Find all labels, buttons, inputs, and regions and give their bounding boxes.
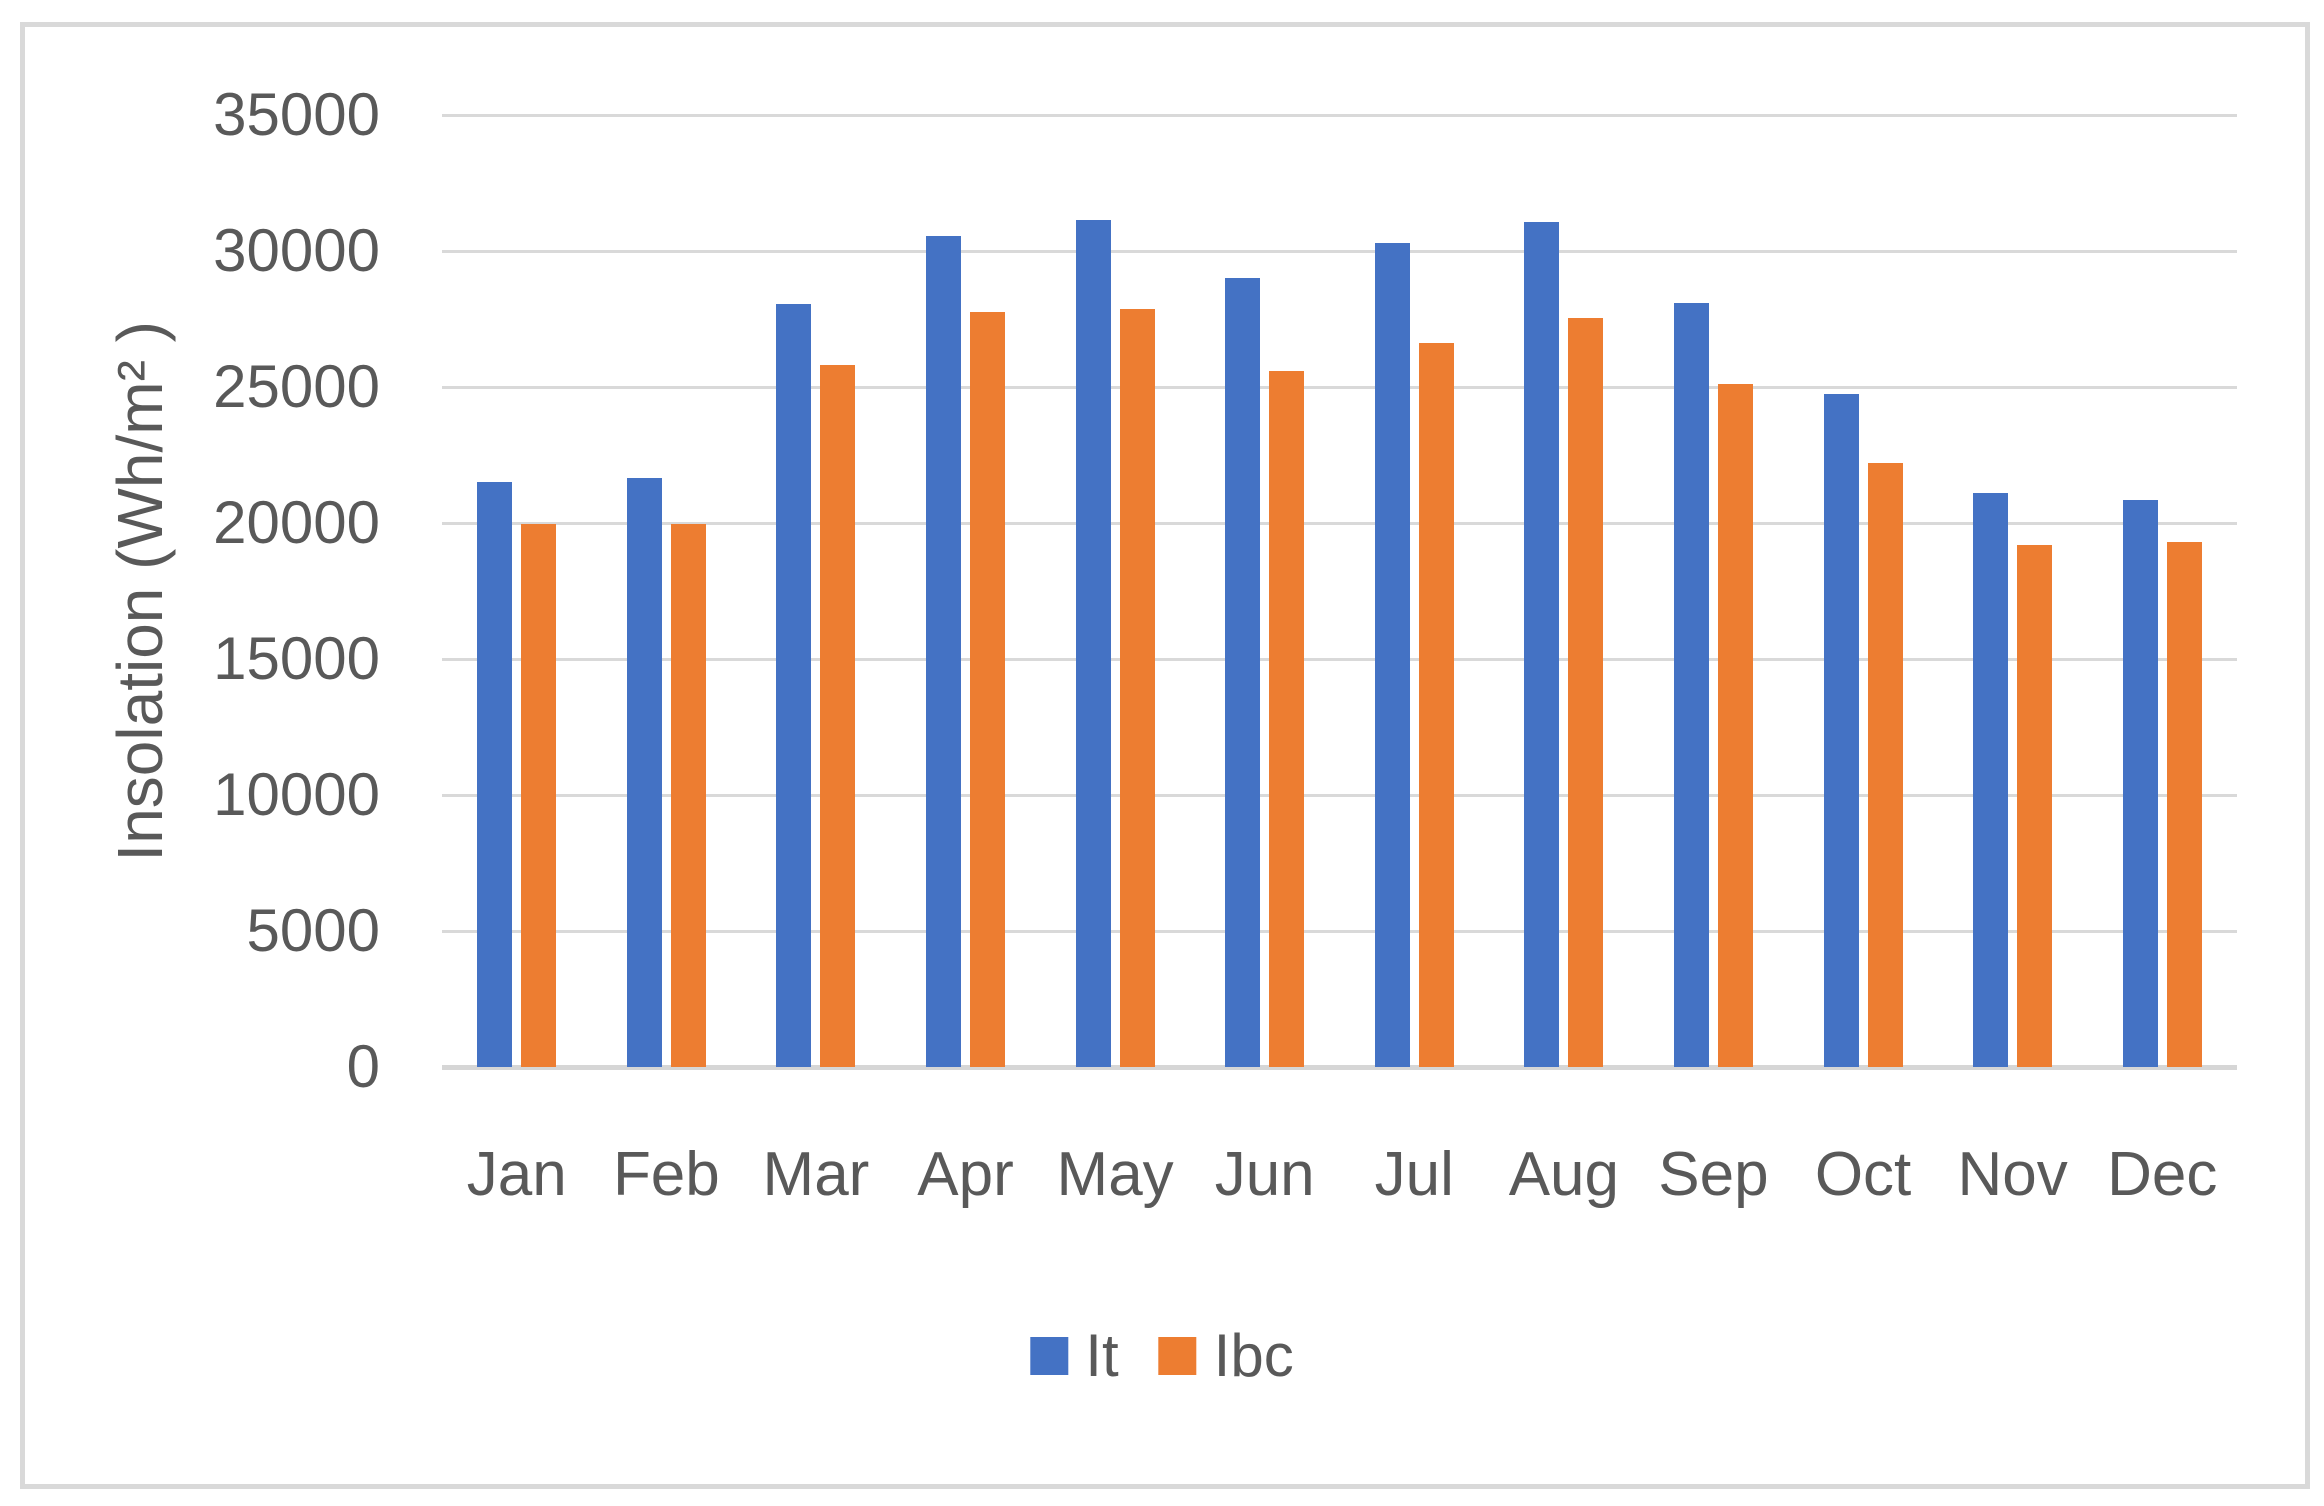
x-tick-label-jun: Jun — [1214, 1140, 1315, 1209]
legend-swatch-it — [1030, 1337, 1069, 1375]
bar-it-oct — [1823, 393, 1859, 1067]
bar-it-feb — [626, 478, 662, 1067]
x-tick-label-sep: Sep — [1658, 1140, 1769, 1209]
category-axis-line — [442, 1065, 2237, 1070]
chart-frame — [20, 22, 2310, 1489]
bar-it-nov — [1973, 493, 2009, 1067]
bar-it-jun — [1225, 278, 1261, 1067]
legend: It Ibc — [1030, 1322, 1294, 1389]
x-tick-label-mar: Mar — [762, 1140, 870, 1209]
bar-ibc-may — [1119, 309, 1155, 1067]
bar-it-jul — [1374, 242, 1410, 1067]
y-tick-label: 20000 — [213, 489, 380, 556]
legend-swatch-ibc — [1158, 1337, 1197, 1375]
y-tick-label: 5000 — [246, 897, 380, 964]
gridline — [442, 930, 2237, 933]
bar-ibc-jun — [1269, 370, 1305, 1067]
plot-area — [442, 114, 2237, 1070]
bar-ibc-aug — [1568, 317, 1604, 1067]
bar-ibc-dec — [2166, 542, 2202, 1067]
bar-ibc-nov — [2017, 544, 2053, 1067]
legend-label-it: It — [1085, 1322, 1119, 1389]
gridline — [442, 250, 2237, 253]
y-tick-label: 10000 — [213, 761, 380, 828]
y-tick-label: 0 — [346, 1033, 380, 1100]
bar-it-sep — [1673, 302, 1709, 1067]
gridline — [442, 114, 2237, 117]
bar-ibc-feb — [670, 524, 706, 1067]
x-tick-label-may: May — [1056, 1140, 1174, 1209]
legend-item-ibc: Ibc — [1158, 1322, 1294, 1389]
bar-ibc-jul — [1418, 343, 1454, 1067]
y-tick-label: 25000 — [213, 353, 380, 420]
bar-ibc-oct — [1867, 463, 1903, 1067]
bar-it-jan — [477, 482, 513, 1067]
gridline — [442, 794, 2237, 797]
x-tick-label-dec: Dec — [2107, 1140, 2218, 1209]
bar-ibc-apr — [970, 312, 1006, 1067]
x-tick-label-jan: Jan — [466, 1140, 567, 1209]
x-tick-label-aug: Aug — [1508, 1140, 1620, 1209]
bar-it-mar — [776, 304, 812, 1067]
bar-ibc-jan — [521, 524, 557, 1067]
x-tick-label-oct: Oct — [1814, 1140, 1912, 1209]
y-tick-label: 35000 — [213, 81, 380, 148]
y-tick-label: 30000 — [213, 217, 380, 284]
x-tick-label-jul: Jul — [1374, 1140, 1454, 1209]
legend-label-ibc: Ibc — [1213, 1322, 1294, 1389]
x-tick-label-feb: Feb — [612, 1140, 720, 1209]
x-tick-label-apr: Apr — [917, 1140, 1014, 1209]
bar-it-dec — [2122, 499, 2158, 1067]
bar-it-apr — [926, 236, 962, 1067]
y-tick-label: 15000 — [213, 625, 380, 692]
gridline — [442, 658, 2237, 661]
gridline — [442, 386, 2237, 389]
x-tick-label-nov: Nov — [1957, 1140, 2068, 1209]
bar-ibc-sep — [1717, 384, 1753, 1067]
bar-it-may — [1075, 219, 1111, 1067]
bar-it-aug — [1524, 222, 1560, 1067]
bar-ibc-mar — [820, 365, 856, 1067]
gridline — [442, 522, 2237, 525]
legend-item-it: It — [1030, 1322, 1119, 1389]
